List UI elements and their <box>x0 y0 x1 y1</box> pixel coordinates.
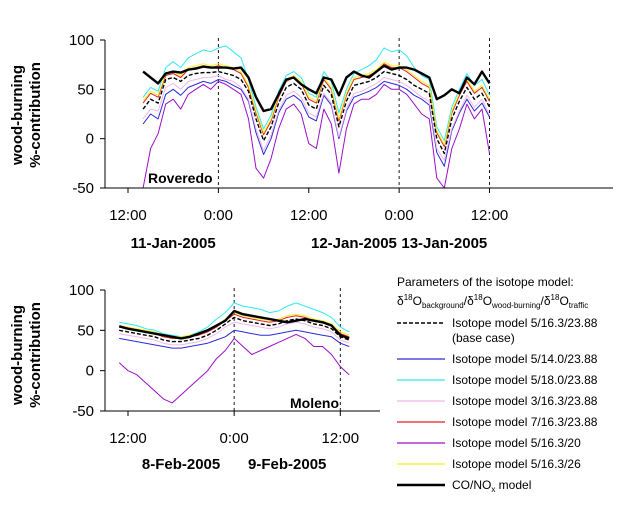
y-tick-label: 100 <box>69 32 94 49</box>
x-tick-label: 0:00 <box>204 207 233 224</box>
date-label: 8-Feb-2005 <box>142 456 220 473</box>
series-line-isotope-model-7-16-3-23-88 <box>142 63 490 148</box>
date-label: 11-Jan-2005 <box>131 235 216 252</box>
legend-label: Isotope model 3/16.3/23.88 <box>452 394 598 408</box>
legend-entry: CO/NOx model <box>397 478 531 494</box>
series-line-isotope-model-5-14-0-23-88 <box>119 329 350 349</box>
series-line-isotope-model-5-18-0-23-88 <box>142 45 490 142</box>
series-line-co-no <box>118 309 350 340</box>
date-label: 13-Jan-2005 <box>401 235 487 252</box>
legend-label: CO/NOx model <box>452 478 531 494</box>
legend-entry: Isotope model 5/16.3/26 <box>397 457 581 471</box>
y-axis-label-line1: wood-burning <box>9 305 26 406</box>
panel-roveredo: wood-burning %-contribution -50 0 50 100 12… <box>9 32 613 252</box>
y-tick-label: 50 <box>77 322 94 339</box>
series-line-isotope-model-3-16-3-23-88 <box>142 75 490 161</box>
series-line-isotope-model-5-16-3-26 <box>142 61 490 146</box>
date-label: 9-Feb-2005 <box>248 456 326 473</box>
y-axis-label: wood-burning %-contribution <box>9 302 44 408</box>
y-axis-label: wood-burning %-contribution <box>9 62 44 168</box>
y-tick-label: 0 <box>86 363 94 380</box>
series-line-isotope-model-5-16-3-23-88 <box>119 316 350 343</box>
site-label-roveredo: Roveredo <box>148 170 213 186</box>
y-tick-label: 50 <box>77 81 94 98</box>
series-line-isotope-model-5-16-3-23-88 <box>142 70 491 155</box>
series-line-isotope-model-5-16-3-20 <box>142 80 490 189</box>
x-tick-label: 12:00 <box>322 430 360 447</box>
x-tick-label: 12:00 <box>109 207 147 224</box>
y-tick-label: 100 <box>69 282 94 299</box>
legend-entry: Isotope model 5/14.0/23.88 <box>397 352 598 366</box>
series-line-co-no <box>142 64 491 113</box>
y-tick-label: -50 <box>72 180 94 197</box>
legend-label: Isotope model 5/16.3/20 <box>452 436 581 450</box>
legend-label-sub: (base case) <box>452 331 515 345</box>
x-tick-label: 12:00 <box>109 430 147 447</box>
y-axis-label-line1: wood-burning <box>9 65 26 166</box>
series-group <box>142 45 491 189</box>
legend-entry: Isotope model 5/16.3/20 <box>397 436 581 450</box>
legend: Parameters of the isotope model: δ18Obac… <box>397 275 598 494</box>
legend-heading: Parameters of the isotope model: <box>397 275 574 289</box>
legend-label: Isotope model 7/16.3/23.88 <box>452 415 598 429</box>
legend-label: Isotope model 5/14.0/23.88 <box>452 352 598 366</box>
legend-entry: Isotope model 7/16.3/23.88 <box>397 415 598 429</box>
x-tick-label: 12:00 <box>471 207 509 224</box>
y-tick-label: 0 <box>86 131 94 148</box>
series-line-isotope-model-3-16-3-23-88 <box>119 321 350 346</box>
axes <box>104 290 380 412</box>
legend-label: Isotope model 5/16.3/26 <box>452 457 581 471</box>
y-tick-label: -50 <box>72 403 94 420</box>
x-tick-label: 0:00 <box>385 207 414 224</box>
site-label-moleno: Moleno <box>290 395 339 411</box>
legend-entry: Isotope model 5/18.0/23.88 <box>397 373 598 387</box>
x-tick-label: 12:00 <box>290 207 328 224</box>
date-label: 12-Jan-2005 <box>311 235 397 252</box>
series-line-isotope-model-5-16-3-20 <box>118 333 350 404</box>
y-axis-label-line2: %-contribution <box>27 302 44 408</box>
series-line-isotope-model-5-14-0-23-88 <box>142 79 490 167</box>
y-axis-label-line2: %-contribution <box>27 62 44 168</box>
panel-moleno: wood-burning %-contribution -50 0 50 100 12… <box>9 282 380 473</box>
legend-label: Isotope model 5/18.0/23.88 <box>452 373 598 387</box>
legend-label: Isotope model 5/16.3/23.88 <box>452 316 598 330</box>
series-group <box>118 302 350 404</box>
legend-formula: δ18Obackground/δ18Owood-burning/δ18Otraf… <box>397 293 588 310</box>
x-tick-label: 0:00 <box>220 430 249 447</box>
series-line-isotope-model-5-18-0-23-88 <box>119 302 350 338</box>
legend-entry: Isotope model 5/16.3/23.88(base case) <box>397 316 598 345</box>
axes <box>104 40 613 189</box>
legend-entry: Isotope model 3/16.3/23.88 <box>397 394 598 408</box>
